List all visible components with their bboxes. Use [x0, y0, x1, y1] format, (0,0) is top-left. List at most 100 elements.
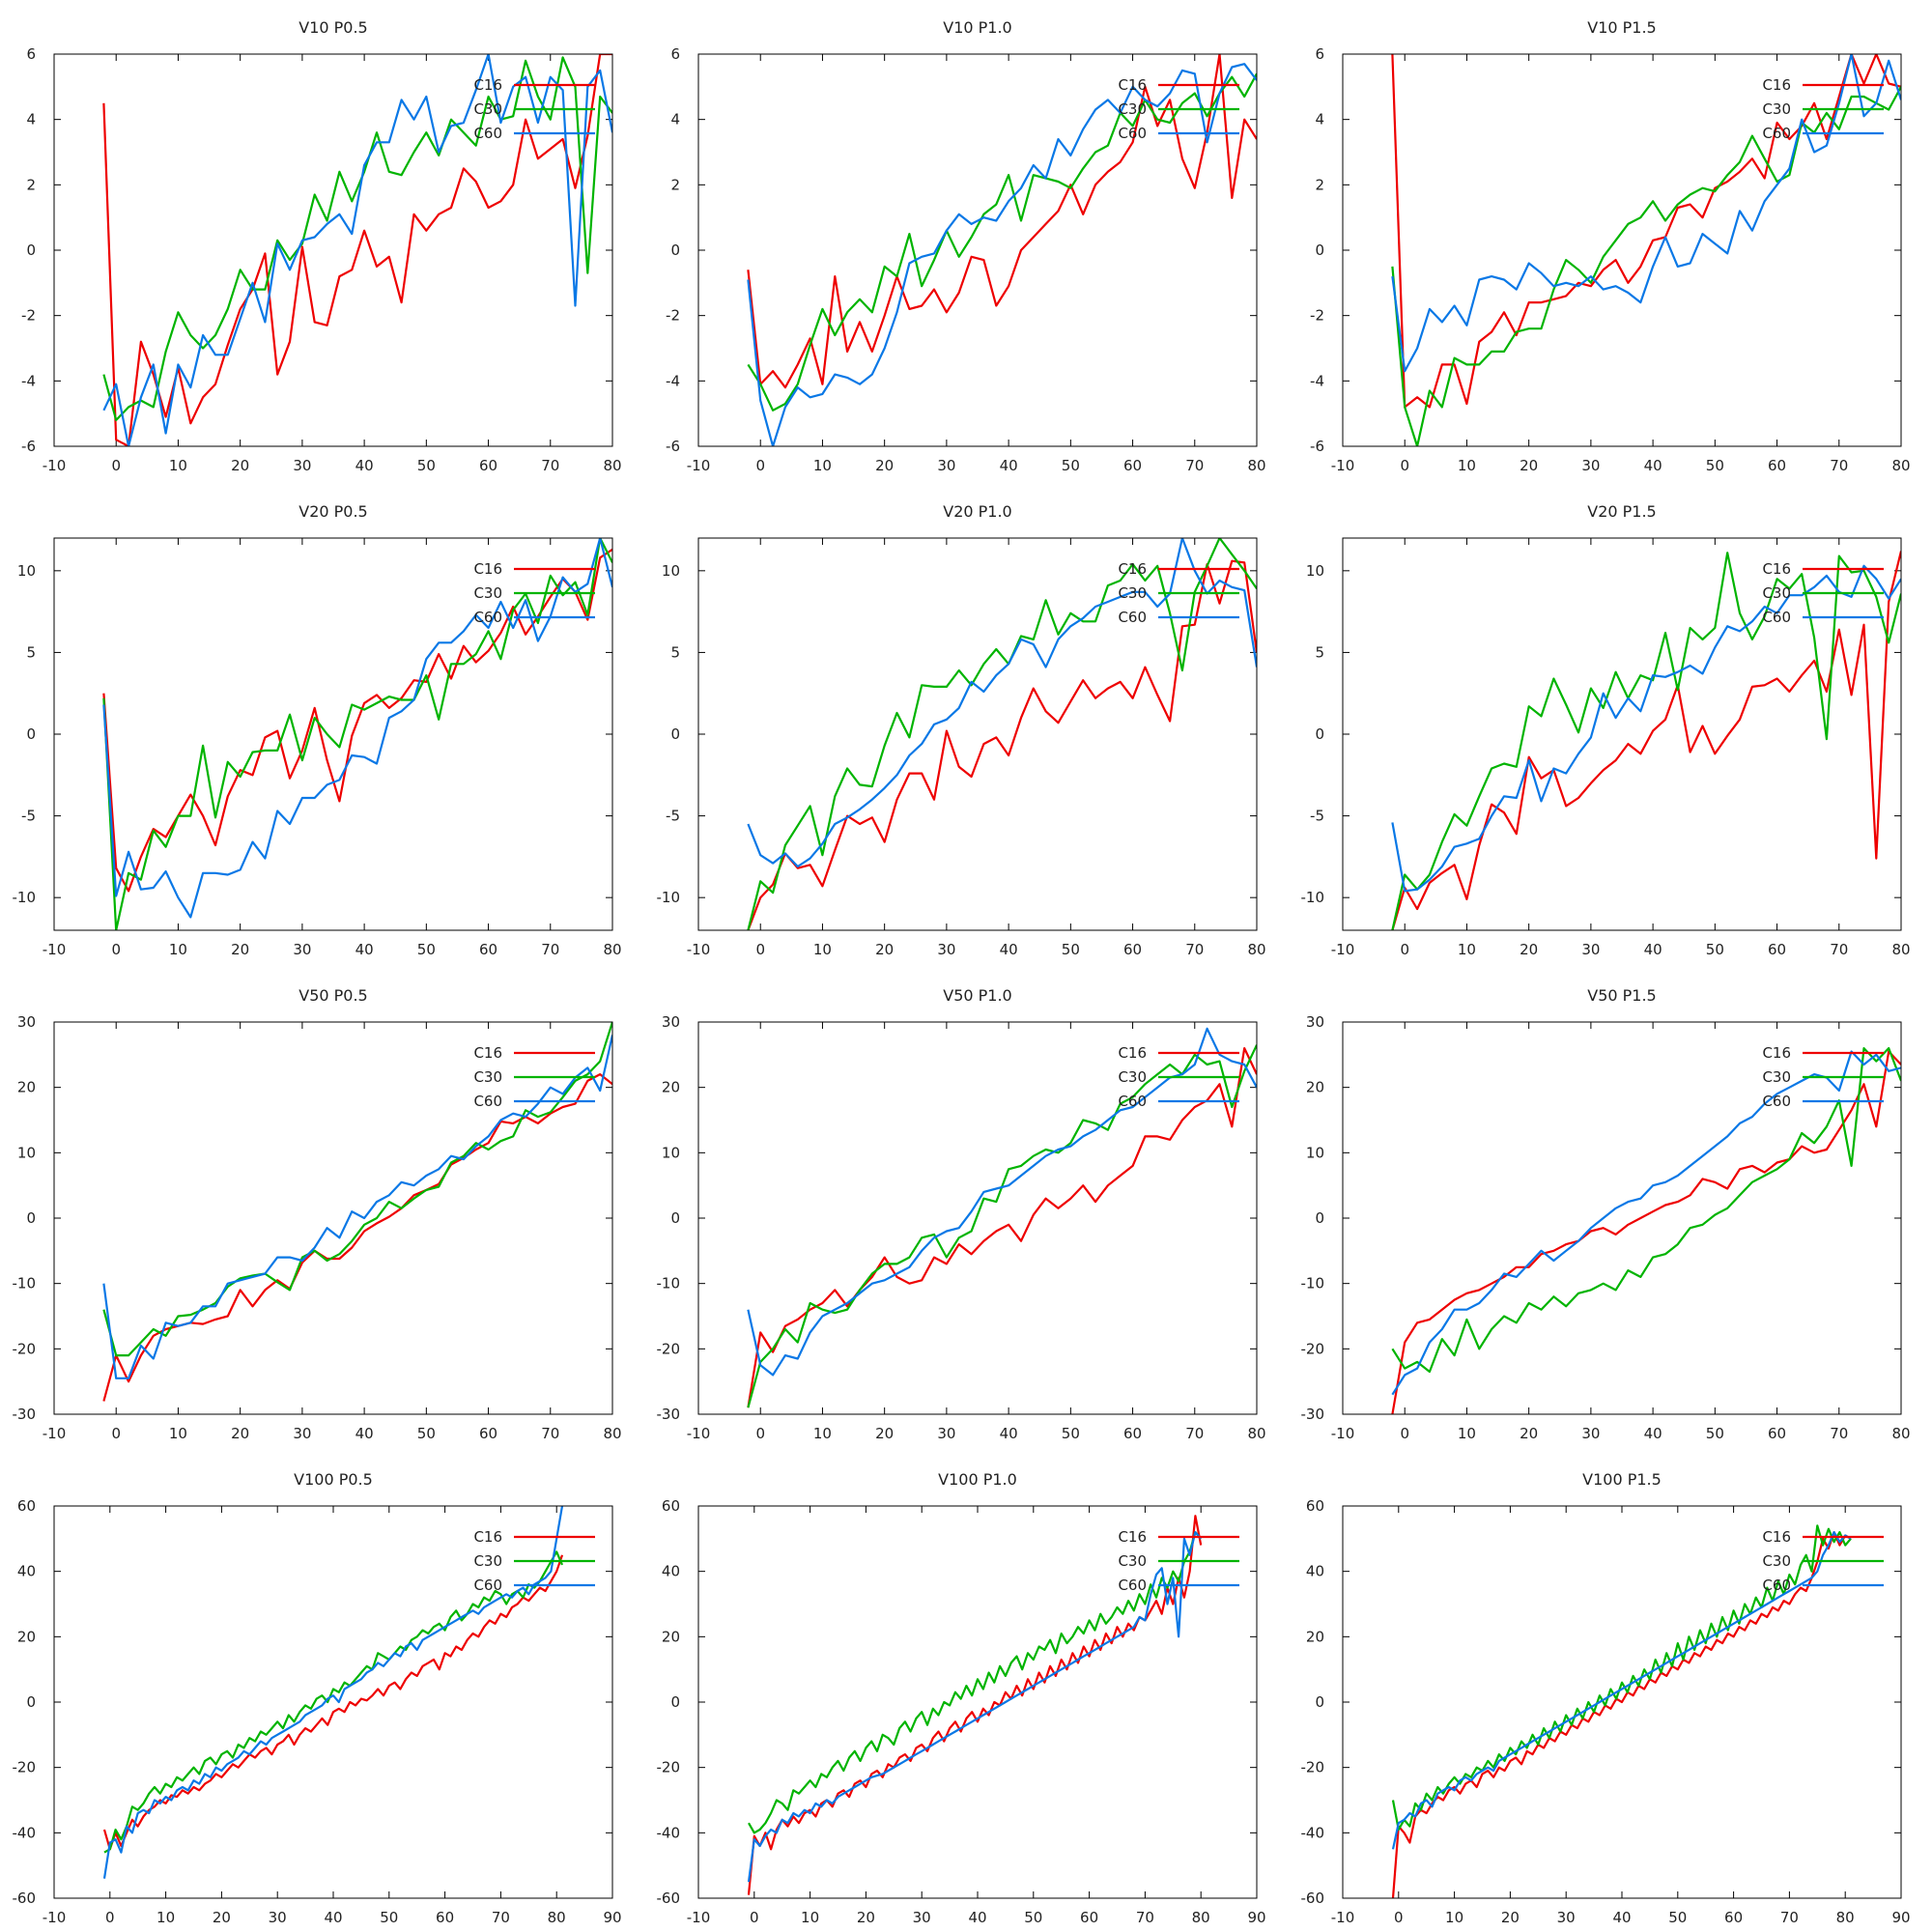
series-line-c60: [1391, 54, 1901, 373]
x-tick-label: 10: [813, 1425, 832, 1442]
x-tick-label: 60: [479, 1425, 497, 1442]
plot-frame: [53, 1505, 613, 1899]
x-tick-label: 0: [755, 1425, 765, 1442]
y-tick-label: -20: [13, 1759, 37, 1776]
x-tick-label: 60: [1724, 1909, 1743, 1926]
y-tick-label: -20: [657, 1340, 681, 1357]
legend-label: C60: [1118, 1093, 1147, 1110]
chart-title: V20 P1.0: [943, 502, 1011, 521]
x-tick-label: 10: [169, 1425, 187, 1442]
chart-panel-6: V50 P0.5 -10 0 10 20 30 40 50 60 70 80 -30 -20 -10 0 10…: [13, 986, 622, 1442]
series-line-c60: [747, 63, 1257, 446]
x-tick-label: -10: [1331, 941, 1355, 958]
x-tick-label: 10: [813, 457, 832, 474]
chart-title: V100 P1.0: [938, 1470, 1017, 1489]
y-tick-label: -4: [666, 372, 680, 389]
x-tick-label: 0: [755, 941, 765, 958]
series-line-c16: [1391, 1050, 1901, 1414]
legend-label: C60: [473, 125, 502, 142]
x-tick-label: 50: [1024, 1909, 1042, 1926]
plot-frame: [1342, 53, 1902, 447]
x-tick-label: 0: [1400, 1425, 1409, 1442]
x-tick-label: 30: [937, 941, 955, 958]
series-line-c60: [747, 538, 1257, 868]
chart-panel-3: V20 P0.5 -10 0 10 20 30 40 50 60 70 80 -10 -5 0 5 10 C16…: [13, 502, 622, 958]
chart-panel-0: V10 P0.5 -10 0 10 20 30 40 50 60 70 80 -6 -4 -2 0 2 4 6 C1…: [21, 18, 622, 474]
legend-label: C30: [1118, 100, 1147, 118]
y-tick-label: 0: [1315, 725, 1324, 743]
series-line-c16: [102, 54, 612, 446]
x-tick-label: 70: [541, 457, 559, 474]
x-tick-label: 20: [231, 1425, 249, 1442]
x-tick-label: 30: [1581, 457, 1600, 474]
x-tick-label: 60: [479, 941, 497, 958]
legend-label: C30: [1762, 1552, 1791, 1570]
x-tick-label: 90: [1247, 1909, 1265, 1926]
x-tick-label: 40: [324, 1909, 342, 1926]
series-line-c16: [1391, 1530, 1852, 1898]
y-tick-label: -5: [21, 808, 36, 825]
y-tick-label: 5: [1315, 643, 1324, 661]
x-tick-label: 90: [1891, 1909, 1910, 1926]
x-tick-label: 0: [105, 1909, 115, 1926]
y-tick-label: 30: [662, 1013, 680, 1031]
chart-title: V50 P1.5: [1587, 986, 1656, 1005]
y-tick-label: -10: [657, 889, 681, 906]
x-tick-label: 50: [1062, 457, 1080, 474]
series-line-c60: [747, 1027, 1257, 1377]
x-tick-label: 80: [1247, 1425, 1265, 1442]
x-tick-label: 20: [231, 941, 249, 958]
y-tick-label: 0: [26, 1209, 36, 1227]
x-tick-label: 50: [417, 457, 436, 474]
x-tick-label: 50: [1062, 1425, 1080, 1442]
y-tick-label: 20: [662, 1079, 680, 1096]
legend-label: C60: [1118, 1577, 1147, 1594]
y-tick-label: 10: [1306, 562, 1324, 580]
plot-frame: [1342, 1505, 1902, 1899]
y-tick-label: 0: [670, 725, 680, 743]
x-tick-label: 60: [479, 457, 497, 474]
y-tick-label: 0: [26, 242, 36, 259]
x-tick-label: 20: [1520, 1425, 1538, 1442]
legend-label: C60: [1762, 1577, 1791, 1594]
x-tick-label: 10: [801, 1909, 819, 1926]
x-tick-label: 60: [1123, 457, 1142, 474]
y-tick-label: 60: [1306, 1497, 1324, 1515]
plot-frame: [1342, 537, 1902, 931]
chart-title: V20 P0.5: [298, 502, 367, 521]
chart-panel-2: V10 P1.5 -10 0 10 20 30 40 50 60 70 80 -6 -4 -2 0 2 4 6 C1…: [1310, 18, 1911, 474]
x-tick-label: 40: [1000, 457, 1018, 474]
y-tick-label: -20: [1301, 1340, 1325, 1357]
legend-label: C30: [473, 100, 502, 118]
y-tick-label: 0: [670, 1209, 680, 1227]
y-tick-label: -2: [1310, 307, 1324, 325]
chart-title: V10 P0.5: [298, 18, 367, 37]
y-tick-label: 20: [17, 1079, 36, 1096]
legend-label: C16: [1762, 76, 1791, 94]
y-tick-label: 0: [26, 1693, 36, 1711]
chart-title: V100 P1.5: [1582, 1470, 1662, 1489]
y-tick-label: -4: [21, 372, 36, 389]
legend-label: C16: [473, 1044, 502, 1062]
x-tick-label: 40: [1644, 457, 1662, 474]
chart-panel-10: V100 P1.0 -10 0 10 20 30 40 50 60 70 80 90 -60 -40 -20…: [657, 1470, 1266, 1926]
y-tick-label: 20: [662, 1628, 680, 1645]
x-tick-label: 50: [417, 941, 436, 958]
y-tick-label: -5: [666, 808, 680, 825]
x-tick-label: 40: [968, 1909, 986, 1926]
x-tick-label: 10: [1458, 941, 1476, 958]
y-tick-label: -30: [657, 1406, 681, 1423]
x-tick-label: -10: [43, 457, 67, 474]
x-tick-label: 80: [1247, 457, 1265, 474]
y-tick-label: 40: [17, 1563, 36, 1580]
x-tick-label: 20: [231, 457, 249, 474]
plot-frame: [697, 53, 1258, 447]
series-line-c16: [102, 1072, 612, 1402]
y-tick-label: 0: [1315, 242, 1324, 259]
y-tick-label: 40: [1306, 1563, 1324, 1580]
chart-panel-11: V100 P1.5 -10 0 10 20 30 40 50 60 70 80 90 -60 -40 -20…: [1301, 1470, 1911, 1926]
x-tick-label: 80: [1836, 1909, 1855, 1926]
y-tick-label: -6: [666, 438, 680, 455]
x-tick-label: 10: [1445, 1909, 1463, 1926]
y-tick-label: -30: [13, 1406, 37, 1423]
